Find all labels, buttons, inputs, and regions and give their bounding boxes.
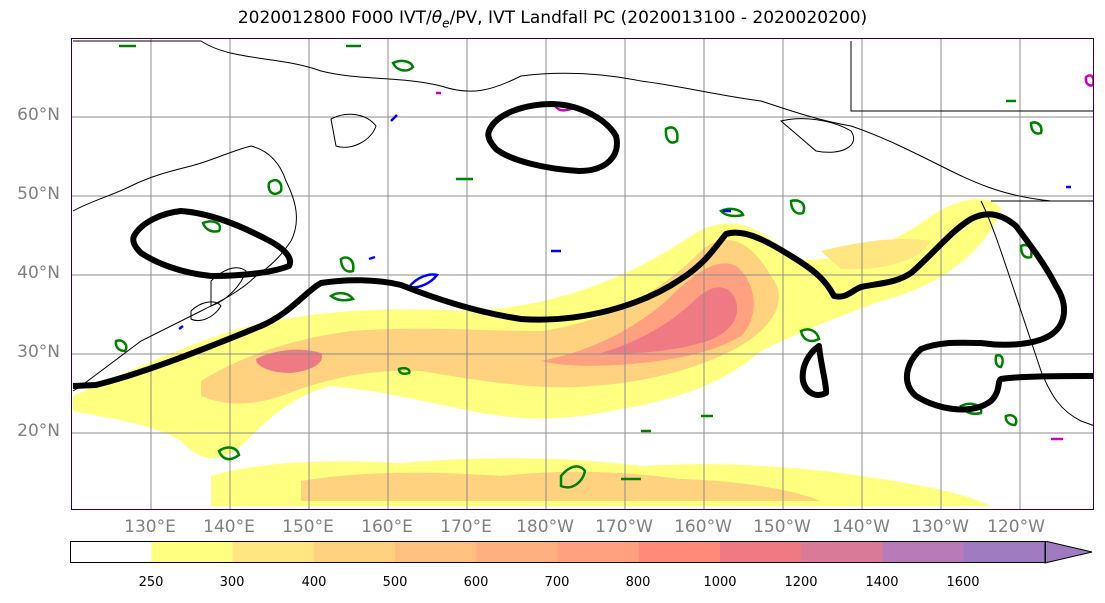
map-title: 2020012800 F000 IVT/θe/PV, IVT Landfall … [237, 8, 868, 31]
colorbar-cell [801, 541, 883, 563]
colorbar-cell [638, 541, 721, 563]
colorbar-tick-700: 700 [544, 575, 570, 590]
colorbar-tick-300: 300 [219, 575, 245, 590]
lon-label-130w: 130°W [911, 517, 969, 537]
colorbar-cell [476, 541, 558, 563]
coastlines [72, 40, 1093, 426]
lon-label-120w: 120°W [987, 517, 1045, 537]
ivt-pc-contours [72, 101, 1093, 413]
map-canvas [72, 39, 1093, 509]
ivt-band-west [256, 349, 322, 373]
colorbar-tick-1600: 1600 [946, 575, 980, 590]
colorbar-cells [70, 541, 1046, 563]
colorbar [70, 541, 1093, 564]
lon-label-130e: 130°E [124, 517, 176, 537]
japan [210, 267, 247, 307]
canada-border [850, 41, 1093, 112]
map-panel [71, 38, 1094, 510]
colorbar-tick-1000: 1000 [703, 575, 737, 590]
colorbar-cell [151, 541, 233, 563]
lat-label-40n: 40°N [17, 263, 60, 283]
pc-contour-hawaii [799, 343, 830, 398]
ivt-band-250 [73, 199, 1001, 459]
colorbar-outline [70, 541, 1046, 563]
lon-label-160w: 160°W [674, 517, 732, 537]
asia-coast [72, 145, 297, 392]
kyushu [190, 301, 222, 321]
colorbar-cell [70, 541, 152, 563]
lon-label-150e: 150°E [282, 517, 334, 537]
pc-contour-main [72, 211, 1093, 413]
lat-label-60n: 60°N [17, 105, 60, 125]
colorbar-tick-500: 500 [382, 575, 408, 590]
lon-label-180w: 180°W [516, 517, 574, 537]
colorbar-cell [232, 541, 315, 563]
colorbar-tick-1400: 1400 [865, 575, 899, 590]
north-america-coast [980, 200, 1093, 426]
lon-label-140w: 140°W [832, 517, 890, 537]
lat-label-50n: 50°N [17, 184, 60, 204]
theta-e-contours [114, 44, 1043, 489]
colorbar-tick-400: 400 [301, 575, 327, 590]
alaska-south [779, 118, 854, 153]
colorbar-cell [395, 541, 477, 563]
arctic-coast [73, 40, 1093, 202]
colorbar-cell [882, 541, 965, 563]
ivt-band-east [821, 239, 931, 270]
colorbar-cell [557, 541, 640, 563]
ivt-band-1200 [601, 287, 738, 354]
ivt-shading [73, 199, 1001, 506]
colorbar-tick-600: 600 [463, 575, 489, 590]
lat-label-30n: 30°N [17, 342, 60, 362]
colorbar-cell [963, 541, 1046, 563]
colorbar-tick-1200: 1200 [784, 575, 818, 590]
lon-label-170e: 170°E [440, 517, 492, 537]
colorbar-tick-800: 800 [625, 575, 651, 590]
colorbar-tick-250: 250 [138, 575, 164, 590]
pc-contour-japan-sea [130, 208, 293, 279]
lon-label-150w: 150°W [753, 517, 811, 537]
lon-label-140e: 140°E [203, 517, 255, 537]
colorbar-cell [313, 541, 396, 563]
pc-contour-gulf-alaska [485, 101, 620, 174]
lon-label-170w: 170°W [595, 517, 653, 537]
kamchatka [330, 113, 377, 148]
colorbar-extend-arrow [1044, 541, 1093, 564]
lat-label-20n: 20°N [17, 421, 60, 441]
lon-label-160e: 160°E [361, 517, 413, 537]
colorbar-cell [720, 541, 802, 563]
